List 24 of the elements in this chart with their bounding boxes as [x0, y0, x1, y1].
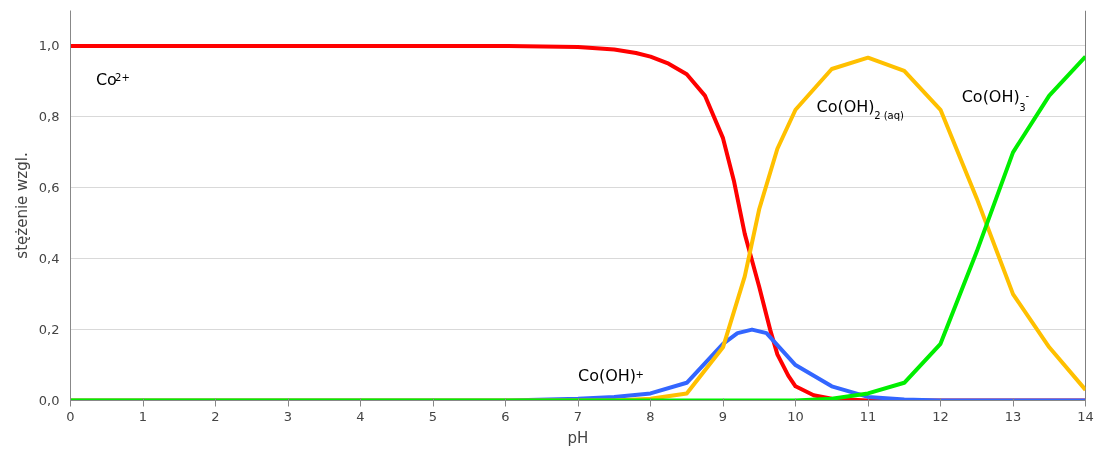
- x-tick-label: 13: [1004, 408, 1022, 424]
- y-tick-label: 0,2: [38, 322, 60, 338]
- x-tick-label: 14: [1077, 408, 1094, 424]
- x-tick-label: 9: [718, 408, 728, 424]
- x-tick-label: 6: [501, 408, 510, 424]
- y-axis-title: stężenie wzgl.: [12, 152, 31, 259]
- x-tick-label: 10: [787, 408, 804, 424]
- x-tick-label: 5: [428, 408, 438, 424]
- x-tick-label: 11: [859, 408, 877, 424]
- y-tick-label: 1,0: [38, 38, 60, 54]
- y-tick-label: 0,4: [38, 251, 60, 267]
- x-tick-label: 4: [356, 408, 365, 424]
- x-tick-label: 1: [138, 408, 148, 424]
- y-tick-label: 0,8: [38, 109, 60, 125]
- x-tick-label: 0: [66, 408, 75, 424]
- x-tick-label: 2: [211, 408, 220, 424]
- x-axis-title: pH: [567, 428, 589, 447]
- x-tick-label: 3: [283, 408, 293, 424]
- x-tick-label: 12: [932, 408, 949, 424]
- x-tick-label: 8: [646, 408, 655, 424]
- y-tick-label: 0,6: [38, 180, 60, 196]
- x-tick-label: 7: [573, 408, 583, 424]
- y-tick-label: 0,0: [38, 393, 60, 408]
- series-label: Co(OH)+: [578, 365, 644, 385]
